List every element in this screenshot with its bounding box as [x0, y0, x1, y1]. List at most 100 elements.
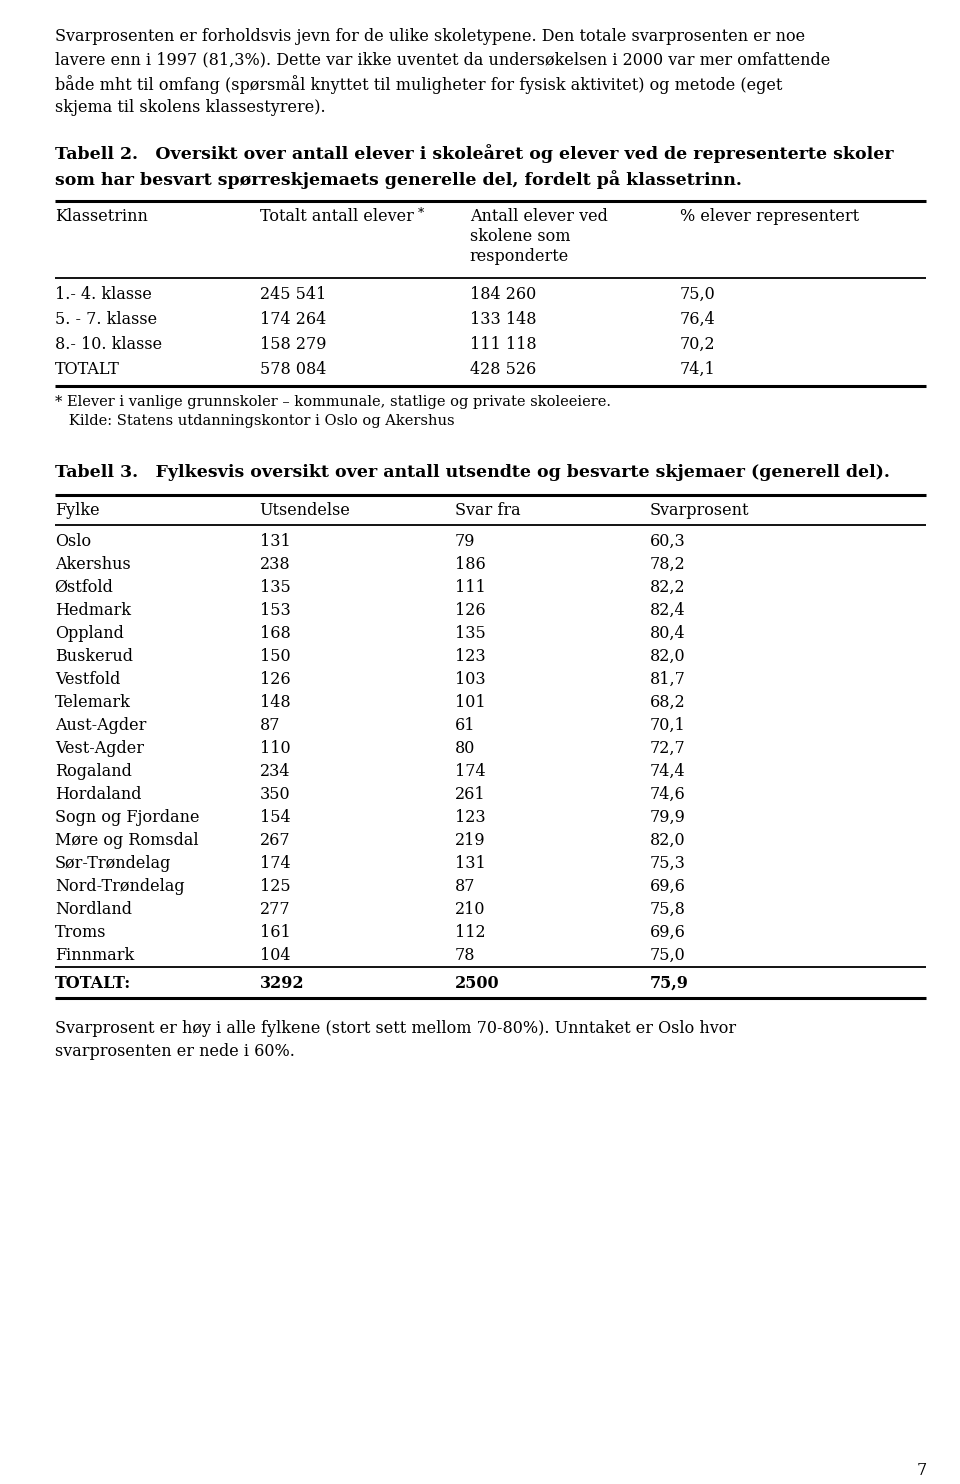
Text: 125: 125 [260, 879, 290, 895]
Text: % elever representert: % elever representert [680, 208, 859, 226]
Text: Finnmark: Finnmark [55, 947, 134, 965]
Text: Antall elever ved: Antall elever ved [469, 208, 608, 226]
Text: 219: 219 [455, 833, 486, 849]
Text: 101: 101 [455, 695, 486, 711]
Text: skjema til skolens klassestyrere).: skjema til skolens klassestyrere). [55, 98, 325, 116]
Text: Hordaland: Hordaland [55, 787, 141, 803]
Text: * Elever i vanlige grunnskoler – kommunale, statlige og private skoleeiere.: * Elever i vanlige grunnskoler – kommuna… [55, 395, 611, 410]
Text: Oslo: Oslo [55, 533, 91, 551]
Text: 69,6: 69,6 [650, 879, 685, 895]
Text: 174: 174 [455, 763, 486, 781]
Text: 135: 135 [455, 625, 486, 643]
Text: Svarprosent er høy i alle fylkene (stort sett mellom 70-80%). Unntaket er Oslo h: Svarprosent er høy i alle fylkene (stort… [55, 1020, 736, 1037]
Text: 72,7: 72,7 [650, 741, 685, 757]
Text: 87: 87 [455, 879, 475, 895]
Text: Svar fra: Svar fra [455, 502, 520, 519]
Text: Fylke: Fylke [55, 502, 99, 519]
Text: 350: 350 [260, 787, 290, 803]
Text: 7: 7 [916, 1462, 926, 1480]
Text: Nordland: Nordland [55, 901, 132, 919]
Text: 81,7: 81,7 [650, 671, 685, 689]
Text: 75,0: 75,0 [650, 947, 685, 965]
Text: Rogaland: Rogaland [55, 763, 132, 781]
Text: 80: 80 [455, 741, 475, 757]
Text: 428 526: 428 526 [469, 361, 536, 378]
Text: 79,9: 79,9 [650, 809, 685, 827]
Text: 174 264: 174 264 [260, 312, 326, 328]
Text: 87: 87 [260, 717, 280, 735]
Text: 238: 238 [260, 556, 290, 573]
Text: Totalt antall elever: Totalt antall elever [260, 208, 414, 226]
Text: svarprosenten er nede i 60%.: svarprosenten er nede i 60%. [55, 1043, 295, 1061]
Text: Svarprosenten er forholdsvis jevn for de ulike skoletypene. Den totale svarprose: Svarprosenten er forholdsvis jevn for de… [55, 28, 804, 45]
Text: 2500: 2500 [455, 975, 499, 991]
Text: 126: 126 [455, 603, 486, 619]
Text: 123: 123 [455, 809, 486, 827]
Text: 131: 131 [455, 855, 486, 873]
Text: 60,3: 60,3 [650, 533, 685, 551]
Text: 111: 111 [455, 579, 486, 597]
Text: 68,2: 68,2 [650, 695, 685, 711]
Text: 578 084: 578 084 [260, 361, 326, 378]
Text: 110: 110 [260, 741, 290, 757]
Text: 76,4: 76,4 [680, 312, 715, 328]
Text: 75,8: 75,8 [650, 901, 685, 919]
Text: *: * [418, 206, 424, 220]
Text: 82,0: 82,0 [650, 833, 685, 849]
Text: 210: 210 [455, 901, 485, 919]
Text: 82,2: 82,2 [650, 579, 685, 597]
Text: 261: 261 [455, 787, 486, 803]
Text: Aust-Agder: Aust-Agder [55, 717, 146, 735]
Text: både mht til omfang (spørsmål knyttet til muligheter for fysisk aktivitet) og me: både mht til omfang (spørsmål knyttet ti… [55, 76, 782, 93]
Text: 82,4: 82,4 [650, 603, 685, 619]
Text: 135: 135 [260, 579, 291, 597]
Text: 5. - 7. klasse: 5. - 7. klasse [55, 312, 156, 328]
Text: responderte: responderte [469, 248, 569, 266]
Text: 70,1: 70,1 [650, 717, 685, 735]
Text: Tabell 3. Fylkesvis oversikt over antall utsendte og besvarte skjemaer (generell: Tabell 3. Fylkesvis oversikt over antall… [55, 464, 890, 481]
Text: 267: 267 [260, 833, 290, 849]
Text: 103: 103 [455, 671, 486, 689]
Text: 75,0: 75,0 [680, 286, 715, 303]
Text: 74,1: 74,1 [680, 361, 715, 378]
Text: Svarprosent: Svarprosent [650, 502, 749, 519]
Text: 74,4: 74,4 [650, 763, 685, 781]
Text: Nord-Trøndelag: Nord-Trøndelag [55, 879, 184, 895]
Text: 245 541: 245 541 [260, 286, 326, 303]
Text: Østfold: Østfold [55, 579, 113, 597]
Text: 70,2: 70,2 [680, 335, 715, 353]
Text: Vest-Agder: Vest-Agder [55, 741, 144, 757]
Text: 186: 186 [455, 556, 486, 573]
Text: Utsendelse: Utsendelse [260, 502, 350, 519]
Text: Akershus: Akershus [55, 556, 131, 573]
Text: Tabell 2. Oversikt over antall elever i skoleåret og elever ved de representerte: Tabell 2. Oversikt over antall elever i … [55, 144, 894, 163]
Text: Møre og Romsdal: Møre og Romsdal [55, 833, 199, 849]
Text: 174: 174 [260, 855, 290, 873]
Text: 104: 104 [260, 947, 290, 965]
Text: Sør-Trøndelag: Sør-Trøndelag [55, 855, 171, 873]
Text: TOTALT: TOTALT [55, 361, 120, 378]
Text: 123: 123 [455, 649, 486, 665]
Text: lavere enn i 1997 (81,3%). Dette var ikke uventet da undersøkelsen i 2000 var me: lavere enn i 1997 (81,3%). Dette var ikk… [55, 52, 830, 68]
Text: 126: 126 [260, 671, 290, 689]
Text: 1.- 4. klasse: 1.- 4. klasse [55, 286, 152, 303]
Text: Telemark: Telemark [55, 695, 131, 711]
Text: Vestfold: Vestfold [55, 671, 120, 689]
Text: 168: 168 [260, 625, 291, 643]
Text: TOTALT:: TOTALT: [55, 975, 131, 991]
Text: Hedmark: Hedmark [55, 603, 131, 619]
Text: 234: 234 [260, 763, 290, 781]
Text: 69,6: 69,6 [650, 925, 685, 941]
Text: Troms: Troms [55, 925, 107, 941]
Text: 133 148: 133 148 [469, 312, 537, 328]
Text: 184 260: 184 260 [469, 286, 536, 303]
Text: 75,3: 75,3 [650, 855, 685, 873]
Text: 78: 78 [455, 947, 475, 965]
Text: 82,0: 82,0 [650, 649, 685, 665]
Text: som har besvart spørreskjemaets generelle del, fordelt på klassetrinn.: som har besvart spørreskjemaets generell… [55, 171, 741, 188]
Text: 131: 131 [260, 533, 291, 551]
Text: Oppland: Oppland [55, 625, 124, 643]
Text: 61: 61 [455, 717, 475, 735]
Text: 8.- 10. klasse: 8.- 10. klasse [55, 335, 162, 353]
Text: Sogn og Fjordane: Sogn og Fjordane [55, 809, 200, 827]
